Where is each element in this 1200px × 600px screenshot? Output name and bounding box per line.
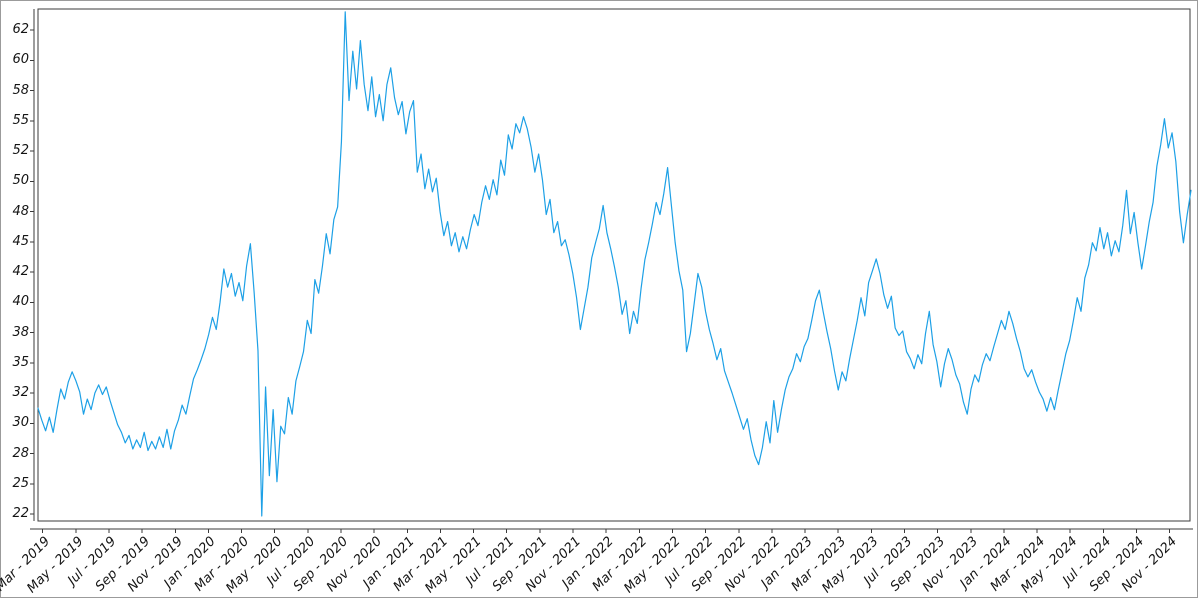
y-tick-label: 28 bbox=[12, 445, 29, 461]
y-tick-label: 40 bbox=[12, 294, 29, 310]
y-tick-label: 22 bbox=[12, 506, 29, 521]
y-tick-label: 60 bbox=[12, 52, 29, 68]
y-tick-label: 45 bbox=[12, 233, 29, 249]
y-tick-label: 58 bbox=[12, 82, 29, 98]
y-tick-label: 35 bbox=[12, 354, 29, 370]
y-tick-label: 30 bbox=[12, 415, 29, 431]
y-tick-label: 38 bbox=[12, 324, 29, 340]
y-tick-label: 42 bbox=[12, 264, 29, 279]
y-tick-label: 62 bbox=[12, 22, 29, 37]
y-tick-label: 52 bbox=[12, 143, 29, 158]
plot-frame bbox=[37, 8, 1191, 522]
y-tick-label: 55 bbox=[12, 112, 29, 128]
line-series bbox=[37, 11, 1192, 517]
y-tick-label: 32 bbox=[12, 385, 29, 400]
y-tick-label: 50 bbox=[12, 173, 29, 189]
y-tick-label: 48 bbox=[12, 203, 29, 219]
y-tick-label: 25 bbox=[12, 475, 29, 491]
